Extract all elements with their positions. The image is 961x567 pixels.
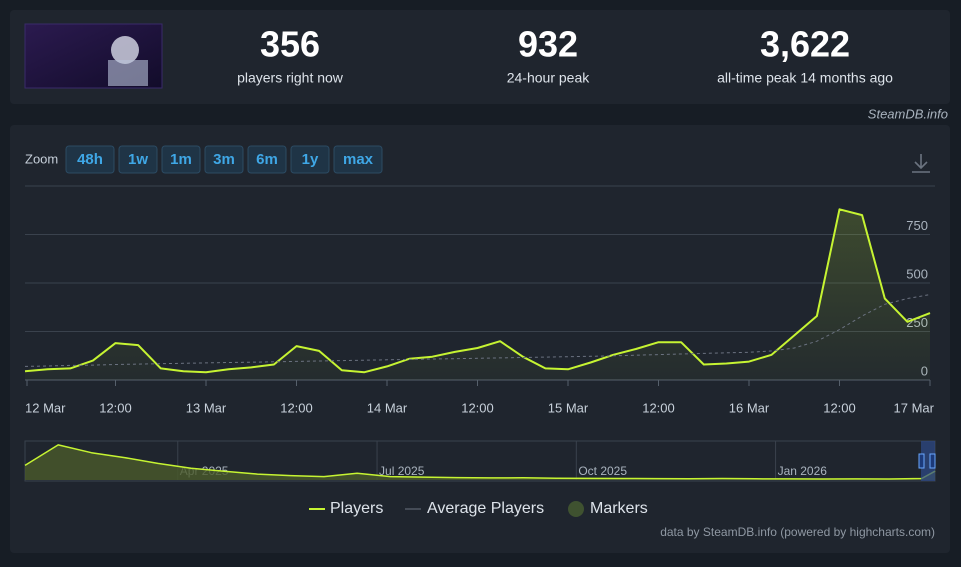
- x-tick-label: Oct 2025: [578, 464, 627, 478]
- y-tick-label: 750: [906, 218, 928, 233]
- zoom-button-label[interactable]: 1m: [170, 151, 192, 168]
- series-line: [24, 444, 936, 480]
- zoom-button[interactable]: [65, 145, 115, 174]
- legend-label[interactable]: Markers: [590, 500, 648, 517]
- zoom-label: Zoom: [25, 151, 58, 166]
- stat-value: 3,622: [760, 24, 850, 65]
- navigator-handle[interactable]: [918, 453, 925, 469]
- series-line: [24, 294, 931, 367]
- x-tick-label: 12 Mar: [25, 400, 66, 415]
- stat-value: 932: [518, 24, 578, 65]
- zoom-button-label[interactable]: max: [343, 151, 374, 168]
- y-tick-label: 500: [906, 266, 928, 281]
- stat-value: 356: [260, 24, 320, 65]
- x-tick-label: Jan 2026: [778, 464, 828, 478]
- stat-label: 24-hour peak: [507, 70, 591, 86]
- zoom-button[interactable]: [247, 145, 287, 174]
- x-tick-label: 12:00: [461, 400, 494, 415]
- stat-label: all-time peak 14 months ago: [717, 70, 893, 86]
- x-tick-label: 13 Mar: [186, 400, 227, 415]
- source-label: SteamDB.info: [868, 106, 948, 121]
- x-tick-label: 17 Mar: [894, 400, 935, 415]
- navigator-handle[interactable]: [929, 453, 936, 469]
- zoom-button[interactable]: [118, 145, 158, 174]
- legend-swatch: [568, 501, 584, 517]
- zoom-button-label[interactable]: 1w: [128, 151, 148, 168]
- x-tick-label: 12:00: [280, 400, 313, 415]
- navigator-handle[interactable]: [921, 441, 935, 481]
- stats-card: [10, 10, 950, 104]
- x-tick-label: 12:00: [99, 400, 132, 415]
- thumbnail-figure: [108, 60, 148, 86]
- stat-label: players right now: [237, 70, 344, 86]
- zoom-button-label[interactable]: 3m: [213, 151, 235, 168]
- zoom-button-label[interactable]: 1y: [302, 151, 319, 168]
- x-tick-label: Jul 2025: [379, 464, 425, 478]
- legend-label[interactable]: Players: [330, 500, 383, 517]
- x-tick-label: 16 Mar: [729, 400, 770, 415]
- zoom-button-label[interactable]: 6m: [256, 151, 278, 168]
- zoom-button[interactable]: [161, 145, 201, 174]
- thumbnail-figure: [111, 36, 139, 64]
- zoom-button[interactable]: [333, 145, 383, 174]
- chart-card: [10, 125, 950, 553]
- series-line: [24, 208, 931, 374]
- zoom-button[interactable]: [290, 145, 330, 174]
- legend-label[interactable]: Average Players: [427, 500, 544, 517]
- zoom-button[interactable]: [204, 145, 244, 174]
- x-tick-label: 15 Mar: [548, 400, 589, 415]
- x-tick-label: 12:00: [642, 400, 675, 415]
- x-tick-label: 14 Mar: [367, 400, 408, 415]
- x-tick-label: 12:00: [823, 400, 856, 415]
- download-icon[interactable]: [912, 154, 930, 173]
- credits: data by SteamDB.info (powered by highcha…: [660, 525, 935, 539]
- series-area: [25, 444, 935, 480]
- download-icon[interactable]: [912, 154, 930, 173]
- series-area: [25, 209, 930, 380]
- zoom-button-label[interactable]: 48h: [77, 151, 103, 168]
